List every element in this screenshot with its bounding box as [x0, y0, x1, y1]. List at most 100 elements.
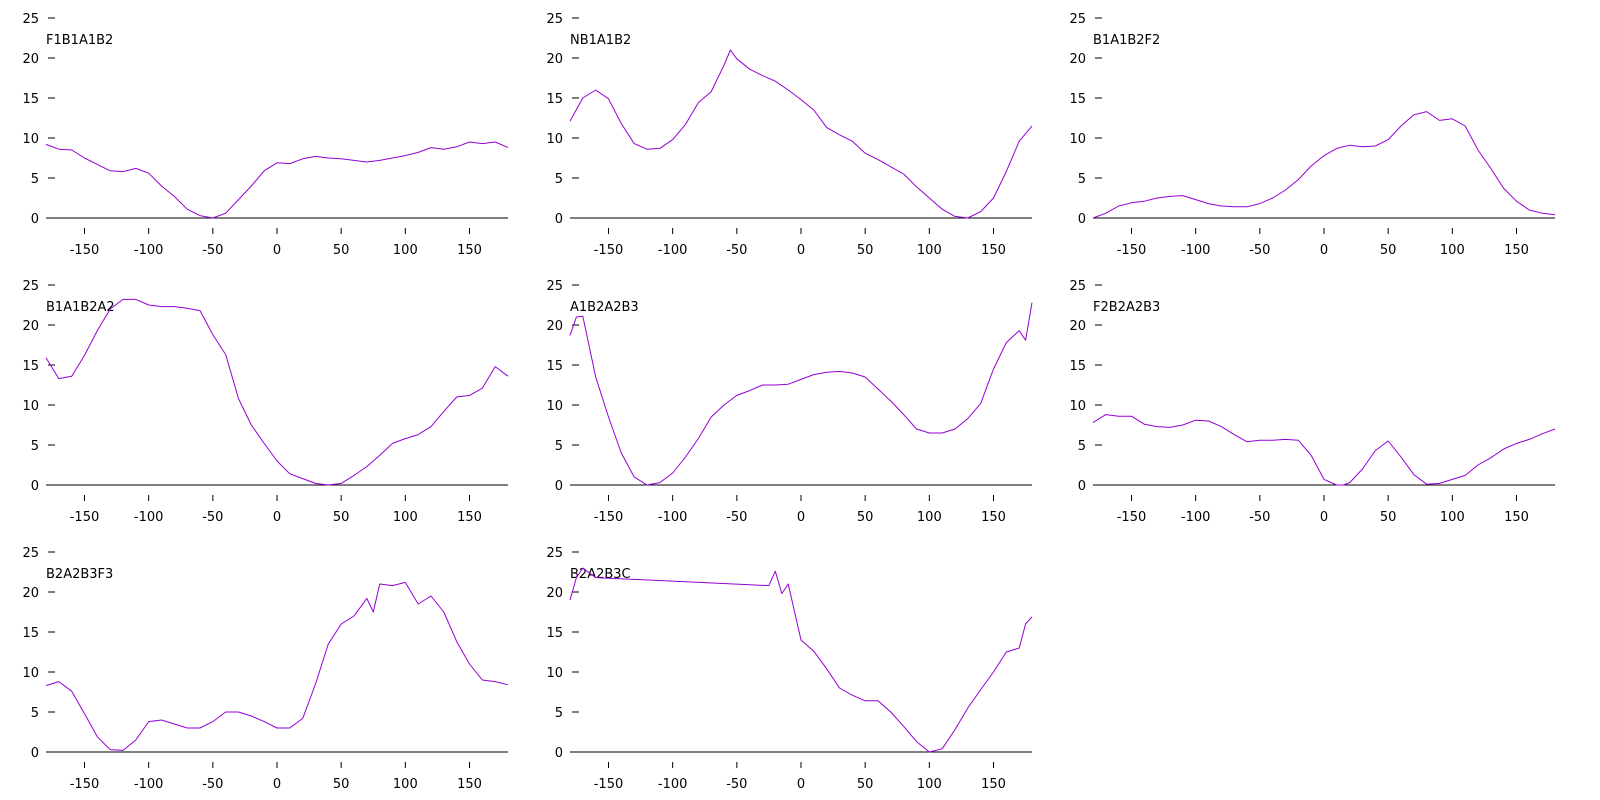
x-tick-label: -150 [70, 777, 100, 792]
y-tick-label: 20 [22, 52, 39, 67]
x-tick-label: 150 [457, 243, 482, 258]
panel-3: 0 5 10 15 20 25 -150 -100 -50 0 50 100 150 B1A1B2F2 [1069, 12, 1556, 258]
x-tick-label: -150 [594, 243, 624, 258]
y-tick-label: 25 [22, 279, 39, 294]
y-tick-label: 25 [546, 12, 563, 27]
panel-1: 0 5 10 15 20 25 -150 -100 -50 0 50 100 150 F1B1A1B2 [22, 12, 509, 258]
x-tick-label: 0 [273, 777, 281, 792]
y-tick-label: 10 [22, 666, 39, 681]
x-tick-label: -100 [1181, 510, 1211, 525]
y-tick-label: 0 [31, 479, 39, 494]
x-tick-label: 50 [333, 243, 350, 258]
panel-8: 0 5 10 15 20 25 -150 -100 -50 0 50 100 150 B2A2B3C [546, 546, 1033, 792]
x-tick-label: 50 [857, 510, 874, 525]
x-tick-label: -50 [202, 510, 223, 525]
y-tick-label: 5 [31, 172, 39, 187]
x-tick-label: 50 [333, 510, 350, 525]
panel-title: F1B1A1B2 [46, 33, 113, 48]
x-tick-label: -150 [1117, 243, 1147, 258]
y-tick-label: 15 [546, 92, 563, 107]
y-tick-label: 5 [555, 172, 563, 187]
x-tick-label: -50 [726, 510, 747, 525]
series-line [45, 581, 509, 751]
y-tick-label: 5 [31, 706, 39, 721]
y-tick-label: 20 [22, 319, 39, 334]
x-tick-label: -150 [594, 510, 624, 525]
x-tick-label: 100 [1440, 243, 1465, 258]
x-tick-label: -150 [1117, 510, 1147, 525]
series-line [569, 567, 1033, 753]
y-tick-label: 0 [1078, 479, 1086, 494]
y-tick-label: 15 [546, 359, 563, 374]
x-tick-label: 150 [457, 510, 482, 525]
series-line [569, 49, 1033, 219]
y-tick-label: 20 [546, 52, 563, 67]
x-tick-label: 50 [857, 777, 874, 792]
x-tick-label: 50 [1380, 243, 1397, 258]
y-tick-label: 10 [1069, 132, 1086, 147]
x-tick-label: -50 [1249, 510, 1270, 525]
y-tick-label: 15 [1069, 92, 1086, 107]
y-tick-label: 25 [546, 279, 563, 294]
series-line [1092, 111, 1556, 219]
y-tick-label: 20 [1069, 319, 1086, 334]
x-tick-label: 0 [797, 510, 805, 525]
y-tick-label: 15 [22, 626, 39, 641]
y-tick-label: 15 [546, 626, 563, 641]
x-tick-label: 150 [1504, 510, 1529, 525]
series-line [569, 302, 1033, 486]
y-tick-label: 5 [1078, 172, 1086, 187]
x-tick-label: 50 [1380, 510, 1397, 525]
y-tick-label: 20 [546, 319, 563, 334]
panel-4: 0 5 10 15 20 25 -150 -100 -50 0 50 100 150 B1A1B2A2 [22, 279, 509, 525]
y-tick-label: 0 [555, 212, 563, 227]
y-tick-label: 5 [555, 439, 563, 454]
x-tick-label: 100 [917, 777, 942, 792]
x-tick-label: 100 [917, 510, 942, 525]
y-tick-label: 0 [31, 212, 39, 227]
y-tick-label: 25 [1069, 279, 1086, 294]
y-tick-label: 20 [546, 586, 563, 601]
x-tick-label: -150 [70, 243, 100, 258]
panel-title: B2A2B3F3 [46, 567, 113, 582]
series-line [1092, 414, 1556, 486]
x-tick-label: 50 [333, 777, 350, 792]
x-tick-label: 150 [1504, 243, 1529, 258]
x-tick-label: 0 [797, 243, 805, 258]
panel-title: F2B2A2B3 [1093, 300, 1160, 315]
y-tick-label: 25 [1069, 12, 1086, 27]
panel-title: B2A2B3C [570, 567, 631, 582]
x-tick-label: -150 [594, 777, 624, 792]
x-tick-label: -50 [726, 777, 747, 792]
x-tick-label: -50 [726, 243, 747, 258]
x-tick-label: 100 [393, 243, 418, 258]
y-tick-label: 5 [1078, 439, 1086, 454]
y-tick-label: 10 [1069, 399, 1086, 414]
x-tick-label: 150 [981, 777, 1006, 792]
x-tick-label: -150 [70, 510, 100, 525]
y-tick-label: 20 [1069, 52, 1086, 67]
y-tick-label: 5 [555, 706, 563, 721]
x-tick-label: 0 [1320, 510, 1328, 525]
x-tick-label: -100 [134, 777, 164, 792]
x-tick-label: 0 [273, 510, 281, 525]
panel-title: B1A1B2F2 [1093, 33, 1160, 48]
panel-2: 0 5 10 15 20 25 -150 -100 -50 0 50 100 150 NB1A1B2 [546, 12, 1033, 258]
x-tick-label: -100 [1181, 243, 1211, 258]
y-tick-label: 15 [22, 359, 39, 374]
x-tick-label: 150 [457, 777, 482, 792]
panel-6: 0 5 10 15 20 25 -150 -100 -50 0 50 100 150 F2B2A2B3 [1069, 279, 1556, 525]
x-tick-label: 0 [1320, 243, 1328, 258]
y-tick-label: 15 [22, 92, 39, 107]
series-line [45, 298, 509, 486]
x-tick-label: -100 [658, 243, 688, 258]
y-tick-label: 25 [546, 546, 563, 561]
y-tick-label: 20 [22, 586, 39, 601]
x-tick-label: -100 [658, 777, 688, 792]
panel-title: B1A1B2A2 [46, 300, 115, 315]
y-tick-label: 0 [555, 479, 563, 494]
x-tick-label: 100 [393, 777, 418, 792]
y-tick-label: 10 [546, 399, 563, 414]
panel-title: A1B2A2B3 [570, 300, 639, 315]
